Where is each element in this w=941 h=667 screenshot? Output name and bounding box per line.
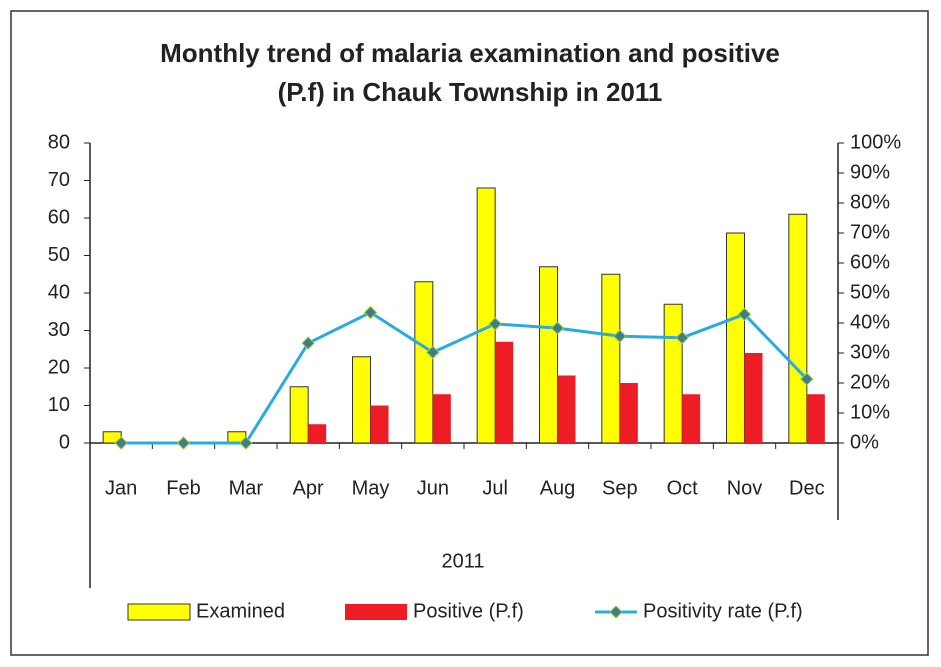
y2-tick-label: 40% <box>850 311 890 333</box>
bar <box>495 341 514 443</box>
line-marker <box>488 317 502 331</box>
x-tick-label: Nov <box>727 477 763 499</box>
x-tick-label: Dec <box>789 477 825 499</box>
y2-tick-label: 50% <box>850 281 890 303</box>
y-tick-label: 40 <box>48 281 70 303</box>
legend-label: Examined <box>196 600 285 622</box>
bar <box>682 394 701 443</box>
legend-marker <box>609 605 623 619</box>
bar <box>370 405 389 443</box>
bar <box>308 424 327 443</box>
chart-title: (P.f) in Chauk Township in 2011 <box>278 77 663 107</box>
y-tick-label: 80 <box>48 131 70 153</box>
x-tick-label: Oct <box>667 477 699 499</box>
x-tick-label: Sep <box>602 477 638 499</box>
y-tick-label: 30 <box>48 319 70 341</box>
x-tick-label: Jan <box>105 477 137 499</box>
bar <box>432 394 451 443</box>
y2-tick-label: 90% <box>850 161 890 183</box>
bar <box>557 375 576 443</box>
bar <box>663 303 683 444</box>
line-marker <box>176 436 191 450</box>
line-marker <box>426 345 440 360</box>
line-marker <box>114 436 128 450</box>
bar <box>788 213 808 444</box>
x-tick-label: May <box>352 477 390 499</box>
line-marker <box>363 305 378 320</box>
line-marker <box>239 436 253 450</box>
y-tick-label: 60 <box>48 206 70 228</box>
bar <box>289 386 309 444</box>
bar <box>619 383 638 443</box>
y2-tick-label: 0% <box>850 431 879 453</box>
bar <box>414 281 434 444</box>
y2-tick-label: 100% <box>850 131 901 153</box>
bar <box>352 356 371 444</box>
legend-swatch <box>127 603 191 621</box>
line-marker <box>675 330 689 345</box>
bar <box>726 232 745 444</box>
y2-tick-label: 20% <box>850 371 890 393</box>
y-tick-label: 10 <box>48 394 70 416</box>
line-marker <box>550 321 565 335</box>
legend-label: Positive (P.f) <box>413 600 524 622</box>
bar <box>601 273 621 444</box>
bar <box>539 266 558 444</box>
y-tick-label: 0 <box>59 431 70 453</box>
line-marker <box>301 336 315 350</box>
y2-tick-label: 10% <box>850 401 890 423</box>
legend-swatch <box>345 604 407 620</box>
y2-tick-label: 70% <box>850 221 890 243</box>
y2-tick-label: 30% <box>850 341 890 363</box>
line <box>121 310 808 445</box>
x-tick-label: Feb <box>166 477 200 499</box>
bar <box>744 353 763 443</box>
line-marker <box>800 372 814 386</box>
legend-label: Positivity rate (P.f) <box>643 600 803 622</box>
bar <box>806 394 825 443</box>
x-tick-label: Jul <box>482 477 508 499</box>
y-tick-label: 70 <box>48 169 70 191</box>
x-group-label: 2011 <box>441 550 484 572</box>
line-marker <box>737 307 752 322</box>
y2-tick-label: 80% <box>850 191 890 213</box>
y2-tick-label: 60% <box>850 251 890 273</box>
x-tick-label: Aug <box>540 477 576 499</box>
bar <box>476 187 496 444</box>
line-marker <box>613 329 627 343</box>
chart-border <box>10 10 929 656</box>
x-tick-label: Mar <box>229 477 264 499</box>
y-tick-label: 50 <box>48 244 70 266</box>
x-tick-label: Jun <box>417 477 449 499</box>
chart-title: Monthly trend of malaria examination and… <box>160 38 780 68</box>
x-tick-label: Apr <box>293 477 324 499</box>
y-tick-label: 20 <box>48 356 70 378</box>
